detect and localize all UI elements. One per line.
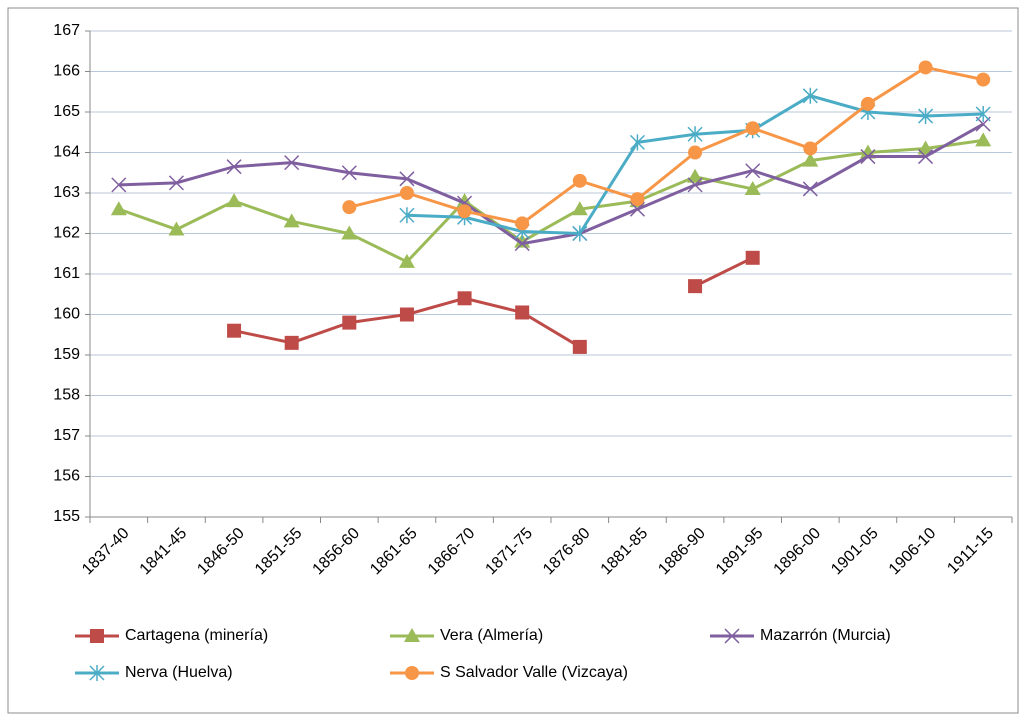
marker [571, 201, 588, 216]
legend-label: Cartagena (minería) [125, 627, 268, 644]
marker [457, 204, 472, 219]
marker [399, 307, 414, 322]
marker [227, 323, 242, 338]
marker [572, 173, 587, 188]
marker [110, 201, 127, 216]
y-tick-label: 160 [53, 306, 80, 323]
marker [918, 108, 934, 125]
legend-label: Vera (Almería) [440, 627, 543, 644]
chart-border [7, 7, 1019, 714]
marker [724, 628, 740, 644]
legend-label: Mazarrón (Murcia) [760, 627, 891, 644]
marker [630, 192, 645, 207]
marker [687, 126, 703, 143]
marker [515, 305, 530, 320]
marker [975, 106, 991, 123]
marker [514, 236, 530, 252]
marker [399, 207, 415, 224]
y-tick-label: 155 [53, 508, 80, 525]
y-tick-label: 163 [53, 184, 80, 201]
marker [976, 72, 991, 87]
marker [860, 149, 876, 165]
y-tick-label: 161 [53, 265, 80, 282]
series-line [118, 122, 984, 246]
marker [688, 145, 703, 160]
y-tick-label: 166 [53, 63, 80, 80]
y-tick-label: 158 [53, 387, 80, 404]
marker [629, 134, 645, 151]
marker [688, 279, 703, 294]
marker [802, 87, 818, 104]
legend-label: Nerva (Huelva) [125, 664, 233, 681]
marker [226, 159, 242, 175]
y-tick-label: 164 [53, 144, 80, 161]
series-line [348, 65, 984, 225]
marker [918, 149, 934, 165]
marker [283, 213, 300, 228]
marker [89, 665, 105, 681]
marker [745, 163, 761, 179]
marker [515, 216, 530, 231]
y-tick-label: 167 [53, 22, 80, 39]
marker [859, 144, 876, 159]
marker [802, 152, 819, 167]
marker [744, 180, 761, 195]
marker [90, 629, 104, 643]
marker [803, 141, 818, 156]
y-tick-label: 165 [53, 103, 80, 120]
marker [687, 168, 704, 183]
marker [168, 175, 184, 191]
marker [572, 225, 588, 242]
y-tick-label: 157 [53, 427, 80, 444]
marker [341, 225, 358, 240]
marker [629, 201, 645, 217]
marker [405, 666, 419, 680]
marker [404, 628, 420, 642]
marker [111, 177, 127, 193]
y-tick-label: 156 [53, 468, 80, 485]
marker [226, 193, 243, 208]
marker [168, 221, 185, 236]
marker [284, 155, 300, 171]
marker [341, 165, 357, 181]
series-line [118, 138, 984, 264]
marker [860, 96, 875, 111]
marker [284, 335, 299, 350]
marker [918, 60, 933, 75]
marker [802, 181, 818, 197]
marker [745, 250, 760, 265]
marker [398, 253, 415, 268]
marker [456, 193, 473, 208]
marker [745, 121, 760, 136]
y-tick-label: 162 [53, 225, 80, 242]
marker [342, 315, 357, 330]
marker [975, 132, 992, 147]
marker [399, 171, 415, 187]
legend-label: S Salvador Valle (Vizcaya) [440, 664, 628, 681]
marker [399, 186, 414, 200]
marker [572, 339, 587, 354]
marker [687, 177, 703, 193]
marker [457, 291, 472, 306]
marker [342, 200, 357, 215]
marker [917, 140, 934, 155]
y-tick-label: 159 [53, 346, 80, 363]
